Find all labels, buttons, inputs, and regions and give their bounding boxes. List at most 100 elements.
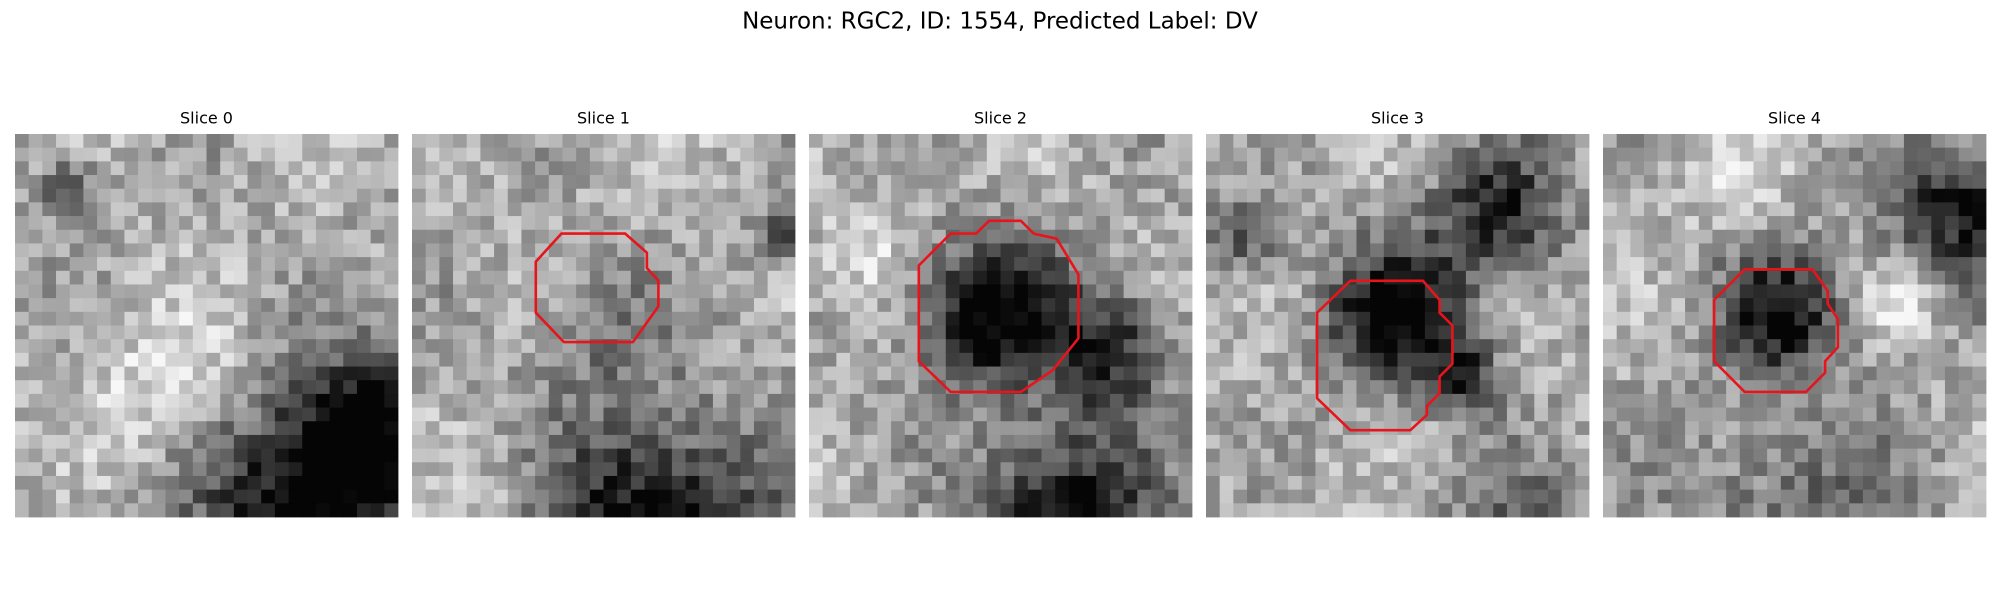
pixel: [1575, 298, 1590, 313]
pixel: [1972, 298, 1987, 313]
pixel: [425, 407, 440, 422]
pixel: [1438, 475, 1453, 491]
pixel: [206, 407, 221, 422]
pixel: [1917, 393, 1932, 408]
pixel: [110, 243, 125, 258]
pixel: [28, 134, 43, 149]
pixel: [1739, 434, 1754, 450]
pixel: [1082, 366, 1097, 381]
pixel: [1671, 448, 1686, 463]
pixel: [15, 202, 30, 217]
pixel: [1164, 352, 1179, 367]
pixel: [1397, 475, 1412, 491]
pixel: [1247, 489, 1262, 504]
pixel: [850, 147, 865, 162]
pixel: [1808, 434, 1823, 450]
pixel: [589, 434, 604, 450]
pixel: [986, 311, 1001, 326]
pixel: [1547, 339, 1563, 354]
pixel: [247, 462, 262, 477]
pixel: [1698, 175, 1713, 190]
pixel: [726, 393, 741, 408]
pixel: [274, 202, 289, 217]
pixel: [97, 475, 112, 491]
pixel: [1780, 284, 1795, 299]
pixel: [302, 257, 317, 272]
pixel: [206, 216, 221, 231]
pixel: [315, 216, 331, 231]
pixel: [1534, 475, 1549, 491]
pixel: [151, 202, 166, 217]
pixel: [1644, 188, 1659, 203]
pixel: [1370, 229, 1385, 244]
pixel: [165, 462, 180, 477]
pixel: [617, 216, 632, 231]
pixel: [179, 147, 194, 162]
pixel: [302, 161, 317, 176]
pixel: [1712, 298, 1727, 313]
pixel: [699, 188, 714, 203]
pixel: [1644, 407, 1659, 422]
pixel: [233, 489, 248, 504]
pixel: [494, 352, 509, 367]
pixel: [425, 311, 440, 326]
pixel: [1685, 366, 1700, 381]
pixel: [781, 489, 796, 504]
pixel: [1082, 489, 1097, 504]
pixel: [97, 298, 112, 313]
pixel: [767, 188, 782, 203]
pixel: [97, 161, 112, 176]
pixel: [548, 503, 563, 518]
pixel: [1630, 475, 1645, 491]
pixel: [1698, 216, 1713, 231]
pixel: [1849, 298, 1864, 313]
pixel: [617, 352, 632, 367]
pixel: [1753, 366, 1768, 381]
pixel: [1178, 134, 1193, 149]
pixel: [973, 147, 988, 162]
pixel: [630, 407, 645, 422]
pixel: [753, 366, 769, 381]
pixel: [1561, 352, 1576, 367]
pixel: [809, 366, 824, 381]
pixel: [1109, 475, 1125, 491]
pixel: [630, 448, 645, 463]
pixel: [1370, 147, 1385, 162]
pixel: [959, 175, 974, 190]
pixel: [1931, 325, 1946, 340]
pixel: [932, 462, 947, 477]
pixel: [56, 462, 71, 477]
pixel: [521, 216, 536, 231]
pixel: [1698, 339, 1713, 354]
panel-title: Slice 4: [1768, 109, 1821, 128]
pixel: [83, 503, 98, 518]
pixel: [315, 448, 331, 463]
pixel: [822, 421, 837, 436]
pixel: [644, 147, 659, 162]
pixel: [1206, 462, 1221, 477]
pixel: [959, 311, 974, 326]
pixel: [1164, 325, 1179, 340]
pixel: [1219, 161, 1234, 176]
pixel: [1808, 407, 1823, 422]
pixel: [1547, 257, 1563, 272]
pixel: [110, 352, 125, 367]
pixel: [1917, 161, 1932, 176]
pixel: [1150, 134, 1166, 149]
pixel: [1411, 448, 1426, 463]
pixel: [1342, 147, 1357, 162]
pixel: [1055, 489, 1070, 504]
pixel: [1356, 175, 1371, 190]
pixel: [1219, 462, 1234, 477]
pixel: [850, 448, 865, 463]
pixel: [1068, 448, 1083, 463]
pixel: [507, 421, 522, 436]
pixel: [644, 366, 659, 381]
pixel: [110, 434, 125, 450]
pixel: [630, 311, 645, 326]
pixel: [302, 270, 317, 285]
pixel: [1862, 462, 1877, 477]
pixel: [1958, 475, 1973, 491]
pixel: [1164, 339, 1179, 354]
pixel: [1206, 366, 1221, 381]
